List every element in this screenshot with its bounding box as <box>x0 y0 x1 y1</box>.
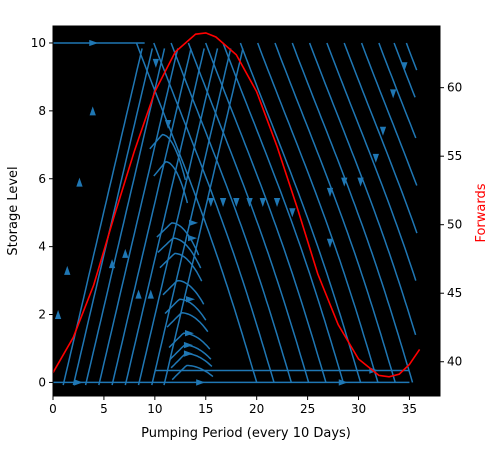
x-tick-label: 0 <box>49 402 57 416</box>
stream-arrow-down <box>289 208 296 218</box>
streamline-hump <box>149 133 187 181</box>
plot-area <box>53 26 440 396</box>
plot-frame <box>52 25 441 397</box>
x-tick-label: 35 <box>402 402 417 416</box>
y2-tick-label: 45 <box>447 286 462 300</box>
streamline-diagonal <box>98 48 179 386</box>
streamline-descending <box>274 42 396 383</box>
x-tick-label: 5 <box>100 402 108 416</box>
streamline-hump <box>171 364 214 381</box>
stream-arrow-down <box>401 62 408 72</box>
streamline-hump <box>157 237 202 269</box>
stream-arrow-right <box>189 219 199 227</box>
stream-arrow-down <box>233 198 240 208</box>
stream-arrow-down <box>372 153 379 163</box>
x-tick-label: 25 <box>300 402 315 416</box>
x-tick-label: 15 <box>198 402 213 416</box>
stream-arrow-down <box>273 198 281 208</box>
y-tick-label: 10 <box>31 36 46 50</box>
streamline-hump <box>162 279 205 305</box>
stream-arrow-up <box>108 259 116 269</box>
stream-arrow-down <box>326 187 334 197</box>
y2-tick-label: 55 <box>447 149 462 163</box>
streamline-descending <box>170 42 293 383</box>
stream-arrow-up <box>122 248 129 258</box>
streamline-descending <box>204 42 327 383</box>
stream-arrow-up <box>89 106 96 116</box>
stream-arrow-right <box>89 39 99 47</box>
y-axis-right: 40 45 50 55 60 <box>440 81 462 369</box>
streamlines <box>53 42 418 386</box>
stream-arrow-right <box>73 379 83 386</box>
stream-arrow-down <box>152 58 160 68</box>
streamline-diagonal <box>124 48 205 386</box>
y-tick-label: 4 <box>38 240 46 254</box>
stream-arrow-up <box>64 265 71 275</box>
streamline-descending <box>135 42 258 383</box>
stream-arrow-right <box>185 296 195 303</box>
y-axis-label: Storage Level <box>6 166 21 255</box>
y2-tick-label: 60 <box>447 81 462 95</box>
x-tick-label: 10 <box>147 402 162 416</box>
streamline-descending <box>239 42 362 383</box>
streamline-hump <box>153 161 189 204</box>
stream-arrow-right <box>188 235 198 242</box>
streamline-descending <box>378 42 417 139</box>
stream-arrow-down <box>207 198 215 208</box>
stream-arrow-right <box>196 379 206 386</box>
stream-arrow-down <box>379 126 387 136</box>
y-tick-label: 0 <box>38 375 46 389</box>
stream-arrow-right <box>183 350 193 357</box>
y-tick-label: 8 <box>38 104 46 118</box>
streamline-hump <box>166 312 209 333</box>
streamline-descending <box>308 42 417 336</box>
streamline-hump <box>156 222 200 256</box>
x-axis: 0 5 10 15 20 25 30 35 <box>49 25 441 416</box>
stream-arrow-down <box>246 198 253 208</box>
stream-arrow-down <box>259 198 266 208</box>
stream-arrows <box>54 39 408 386</box>
stream-arrow-up <box>147 289 154 299</box>
stream-arrow-up <box>76 177 83 187</box>
streamline-hump <box>159 252 203 282</box>
x-tick-label: 20 <box>249 402 264 416</box>
y2-tick-label: 50 <box>447 218 462 232</box>
stream-arrow-down <box>390 89 397 99</box>
streamline-hump <box>170 352 213 369</box>
stream-arrow-down <box>219 198 227 208</box>
y2-tick-label: 40 <box>447 355 462 369</box>
streamline-diagonal <box>151 48 232 386</box>
stream-arrow-right <box>184 330 194 337</box>
streamline-descending <box>326 42 417 281</box>
forwards-line <box>52 32 421 378</box>
stream-arrow-down <box>357 177 364 187</box>
stream-arrow-right <box>183 341 193 349</box>
stream-arrow-right <box>338 379 348 386</box>
streamline-descending <box>256 42 379 383</box>
y-axis-left: 0 2 4 6 8 10 <box>31 36 53 389</box>
y-tick-label: 6 <box>38 172 46 186</box>
stream-arrow-down <box>164 119 172 129</box>
y2-axis-label: Forwards <box>474 183 489 242</box>
streamline-descending <box>187 42 310 383</box>
streamline-diagonal <box>137 48 219 386</box>
streamline-hump <box>164 298 207 321</box>
stream-arrow-down <box>341 177 348 187</box>
streamline-diagonal <box>72 48 154 386</box>
streamline-diagonal <box>84 48 166 386</box>
streamline-descending <box>153 42 275 383</box>
streamline-descending <box>343 42 418 234</box>
stream-arrow-up <box>135 289 142 299</box>
stream-arrow-up <box>54 310 62 320</box>
x-tick-label: 30 <box>351 402 366 416</box>
streamline-descending <box>222 42 344 383</box>
streamline-descending <box>360 42 418 186</box>
stream-arrow-down <box>326 238 334 248</box>
streamline-descending <box>291 42 414 383</box>
forwards-series <box>52 32 421 378</box>
x-axis-label: Pumping Period (every 10 Days) <box>141 426 351 441</box>
streamline-descending <box>405 42 418 71</box>
y-tick-label: 2 <box>38 308 46 322</box>
